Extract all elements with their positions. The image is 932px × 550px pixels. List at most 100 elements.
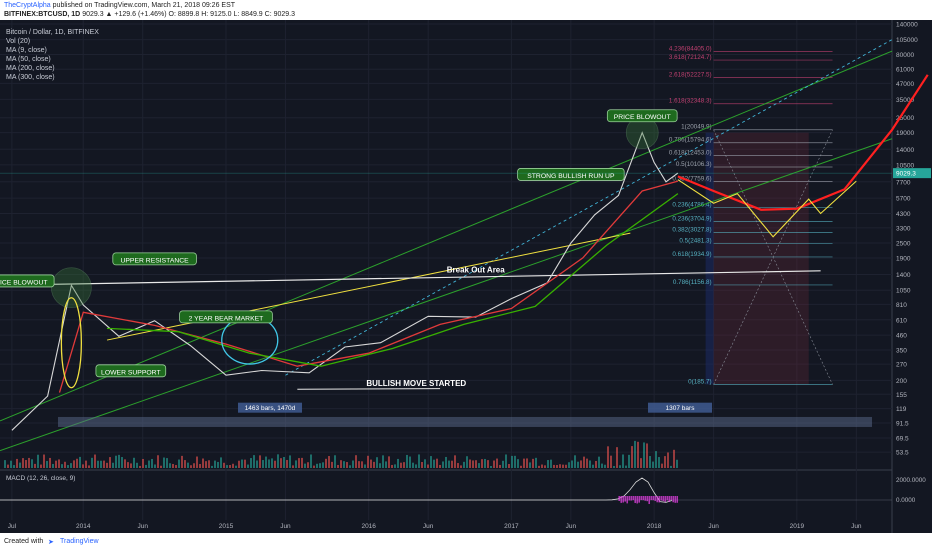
volume-bar (364, 464, 366, 468)
legend-ma9[interactable]: MA (9, close) (6, 47, 47, 54)
macd-tick: 0.0000 (896, 497, 916, 504)
volume-bar (412, 462, 414, 468)
volume-bar (676, 459, 678, 468)
y-tick-label: 4300 (896, 211, 911, 218)
y-tick-label: 155 (896, 392, 907, 399)
volume-bar (82, 464, 84, 468)
legend-ma300[interactable]: MA (300, close) (6, 74, 55, 81)
volume-bar (316, 463, 318, 468)
volume-bar (172, 463, 174, 468)
volume-bar (67, 465, 69, 468)
volume-bar (607, 446, 609, 468)
price-line (11, 131, 679, 431)
volume-bar (571, 460, 573, 468)
macd-histogram-bar (660, 496, 662, 501)
legend-ma50[interactable]: MA (50, close) (6, 56, 51, 63)
x-tick-label: Jun (137, 523, 148, 530)
volume-bar (469, 459, 471, 468)
volume-bar (307, 462, 309, 468)
volume-bar (400, 462, 402, 468)
volume-bar (277, 454, 279, 468)
author-link[interactable]: TheCryptAlpha (4, 2, 51, 9)
volume-bar (337, 464, 339, 468)
y-tick-label: 105000 (896, 37, 918, 44)
volume-bar (586, 458, 588, 468)
volume-bar (196, 456, 198, 468)
annotation-label: 2 YEAR BEAR MARKET (189, 315, 264, 322)
macd-histogram-bar (668, 496, 670, 502)
volume-bar (379, 463, 381, 468)
volume-bar (76, 458, 78, 468)
volume-bar (535, 457, 537, 468)
volume-bar (454, 455, 456, 468)
fib-label: 1(20049.9) (681, 124, 711, 131)
volume-bar (136, 462, 138, 468)
volume-bar (181, 455, 183, 468)
volume-bar (643, 442, 645, 468)
volume-bar (427, 464, 429, 468)
volume-bar (43, 454, 45, 468)
zigzag-projection (677, 179, 857, 238)
volume-bar (292, 465, 294, 468)
fib-label: 1.618(32348.3) (669, 98, 712, 105)
volume-bar (223, 462, 225, 468)
y-tick-label: 5700 (896, 196, 911, 203)
tradingview-link[interactable]: TradingView (60, 538, 99, 545)
volume-bar (118, 454, 120, 468)
price-chart[interactable]: 140000 105000 80000 61000 47000 35000 25000 190… (0, 20, 932, 533)
fib-label: 4.236(84405.0) (669, 46, 712, 53)
volume-bar (274, 460, 276, 468)
x-tick-label: 2019 (790, 523, 805, 530)
volume-bar (391, 464, 393, 468)
volume-bar (439, 464, 441, 468)
volume-bar (295, 460, 297, 468)
volume-bar (655, 451, 657, 468)
x-tick-label: Jun (280, 523, 291, 530)
volume-bar (286, 459, 288, 468)
volume-bar (64, 461, 66, 468)
volume-bar (475, 460, 477, 468)
volume-bar (88, 465, 90, 468)
x-tick-label: 2014 (76, 523, 91, 530)
volume-bar (49, 457, 51, 468)
volume-bar (313, 465, 315, 468)
volume-bar (592, 464, 594, 468)
channel-lower-line (0, 138, 893, 452)
volume-bar (520, 465, 522, 468)
volume-bar (460, 465, 462, 468)
macd-histogram-bar (644, 496, 646, 501)
legend-vol[interactable]: Vol (20) (6, 38, 31, 45)
volume-bar (496, 458, 498, 468)
volume-bar (238, 460, 240, 468)
annotation-label: STRONG BULLISH RUN UP (527, 173, 615, 180)
volume-bar (124, 459, 126, 468)
volume-bar (553, 464, 555, 468)
volume-bar (505, 454, 507, 468)
x-tick-label: Jun (851, 523, 862, 530)
volume-bar (634, 440, 636, 468)
legend-ma200[interactable]: MA (200, close) (6, 65, 55, 72)
volume-bar (613, 465, 615, 468)
annotation-label: PRICE BLOWOUT (614, 114, 671, 121)
volume-bar (58, 459, 60, 468)
volume-bar (649, 456, 651, 468)
macd-histogram-bar (624, 496, 626, 502)
volume-bar (598, 456, 600, 468)
volume-bar (406, 454, 408, 468)
volume-bar (10, 460, 12, 468)
price-axis (892, 20, 932, 533)
volume-bar (556, 465, 558, 468)
volume-bar (19, 462, 21, 468)
macd-histogram-bar (650, 496, 652, 501)
volume-bar (271, 458, 273, 468)
y-tick-label: 3300 (896, 225, 911, 232)
volume-bar (217, 461, 219, 468)
volume-bar (208, 460, 210, 468)
macd-histogram-bar (620, 496, 622, 503)
tradingview-logo-icon: ➤ (48, 539, 54, 546)
y-tick-label: 460 (896, 333, 907, 340)
volume-bar (169, 463, 171, 468)
volume-bar (22, 458, 24, 468)
volume-bar (34, 463, 36, 468)
annotation-text: BULLISH MOVE STARTED (366, 379, 466, 388)
